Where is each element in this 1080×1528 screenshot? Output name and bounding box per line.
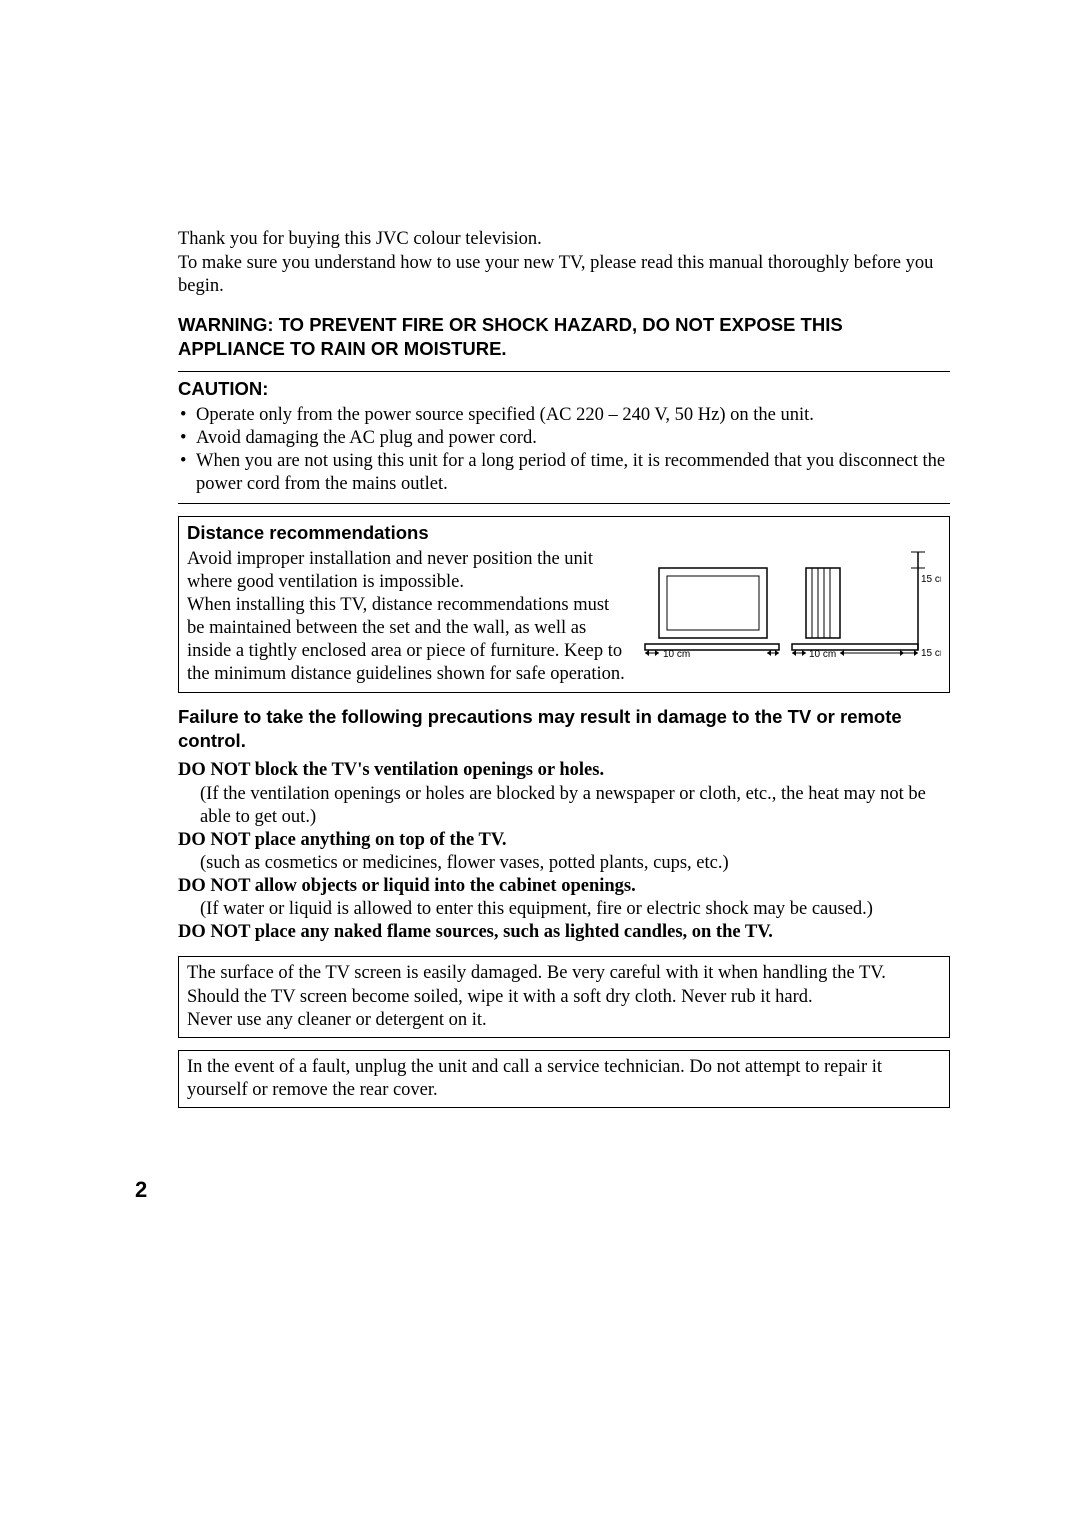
failure-heading: Failure to take the following precaution… bbox=[178, 705, 950, 753]
diagram-label-10cm: 10 cm bbox=[663, 649, 690, 658]
intro-line-1: Thank you for buying this JVC colour tel… bbox=[178, 229, 542, 249]
precaution-bold: DO NOT place anything on top of the TV. bbox=[178, 830, 506, 850]
precaution-bold: DO NOT block the TV's ventilation openin… bbox=[178, 760, 604, 780]
caution-heading: CAUTION: bbox=[178, 378, 950, 400]
intro-line-2: To make sure you understand how to use y… bbox=[178, 253, 933, 297]
distance-box: Distance recommendations Avoid improper … bbox=[178, 516, 950, 694]
diagram-label-15cm-top: 15 cm bbox=[921, 574, 941, 585]
precaution-item: DO NOT allow objects or liquid into the … bbox=[178, 875, 950, 898]
warning-heading: WARNING: TO PREVENT FIRE OR SHOCK HAZARD… bbox=[178, 313, 950, 361]
distance-text: Avoid improper installation and never po… bbox=[187, 548, 629, 687]
caution-item: Operate only from the power source speci… bbox=[178, 404, 950, 427]
caution-item: Avoid damaging the AC plug and power cor… bbox=[178, 427, 950, 450]
precaution-sub: (such as cosmetics or medicines, flower … bbox=[178, 852, 950, 875]
distance-heading: Distance recommendations bbox=[187, 522, 941, 544]
precaution-sub: (If the ventilation openings or holes ar… bbox=[178, 783, 950, 829]
diagram-label-10cm: 10 cm bbox=[809, 649, 836, 658]
diagram-label-15cm: 15 cm bbox=[921, 648, 941, 658]
intro-paragraph: Thank you for buying this JVC colour tel… bbox=[178, 228, 950, 299]
precaution-sub: (If water or liquid is allowed to enter … bbox=[178, 898, 950, 921]
distance-diagram: 10 cm 10 cm 15 cm 15 cm bbox=[641, 548, 941, 687]
precaution-item: DO NOT place anything on top of the TV. bbox=[178, 829, 950, 852]
caution-section: CAUTION: Operate only from the power sou… bbox=[178, 371, 950, 504]
precaution-bold: DO NOT allow objects or liquid into the … bbox=[178, 876, 636, 896]
precaution-bold: DO NOT place any naked flame sources, su… bbox=[178, 922, 773, 942]
precautions-list: DO NOT block the TV's ventilation openin… bbox=[178, 759, 950, 944]
screen-care-box: The surface of the TV screen is easily d… bbox=[178, 956, 950, 1037]
precaution-item: DO NOT block the TV's ventilation openin… bbox=[178, 759, 950, 782]
distance-content: Avoid improper installation and never po… bbox=[187, 548, 941, 687]
tv-clearance-diagram-svg: 10 cm 10 cm 15 cm 15 cm bbox=[641, 548, 941, 658]
fault-notice-box: In the event of a fault, unplug the unit… bbox=[178, 1050, 950, 1108]
caution-item: When you are not using this unit for a l… bbox=[178, 450, 950, 496]
precaution-item: DO NOT place any naked flame sources, su… bbox=[178, 921, 950, 944]
page-number: 2 bbox=[135, 1177, 147, 1203]
caution-list: Operate only from the power source speci… bbox=[178, 404, 950, 497]
